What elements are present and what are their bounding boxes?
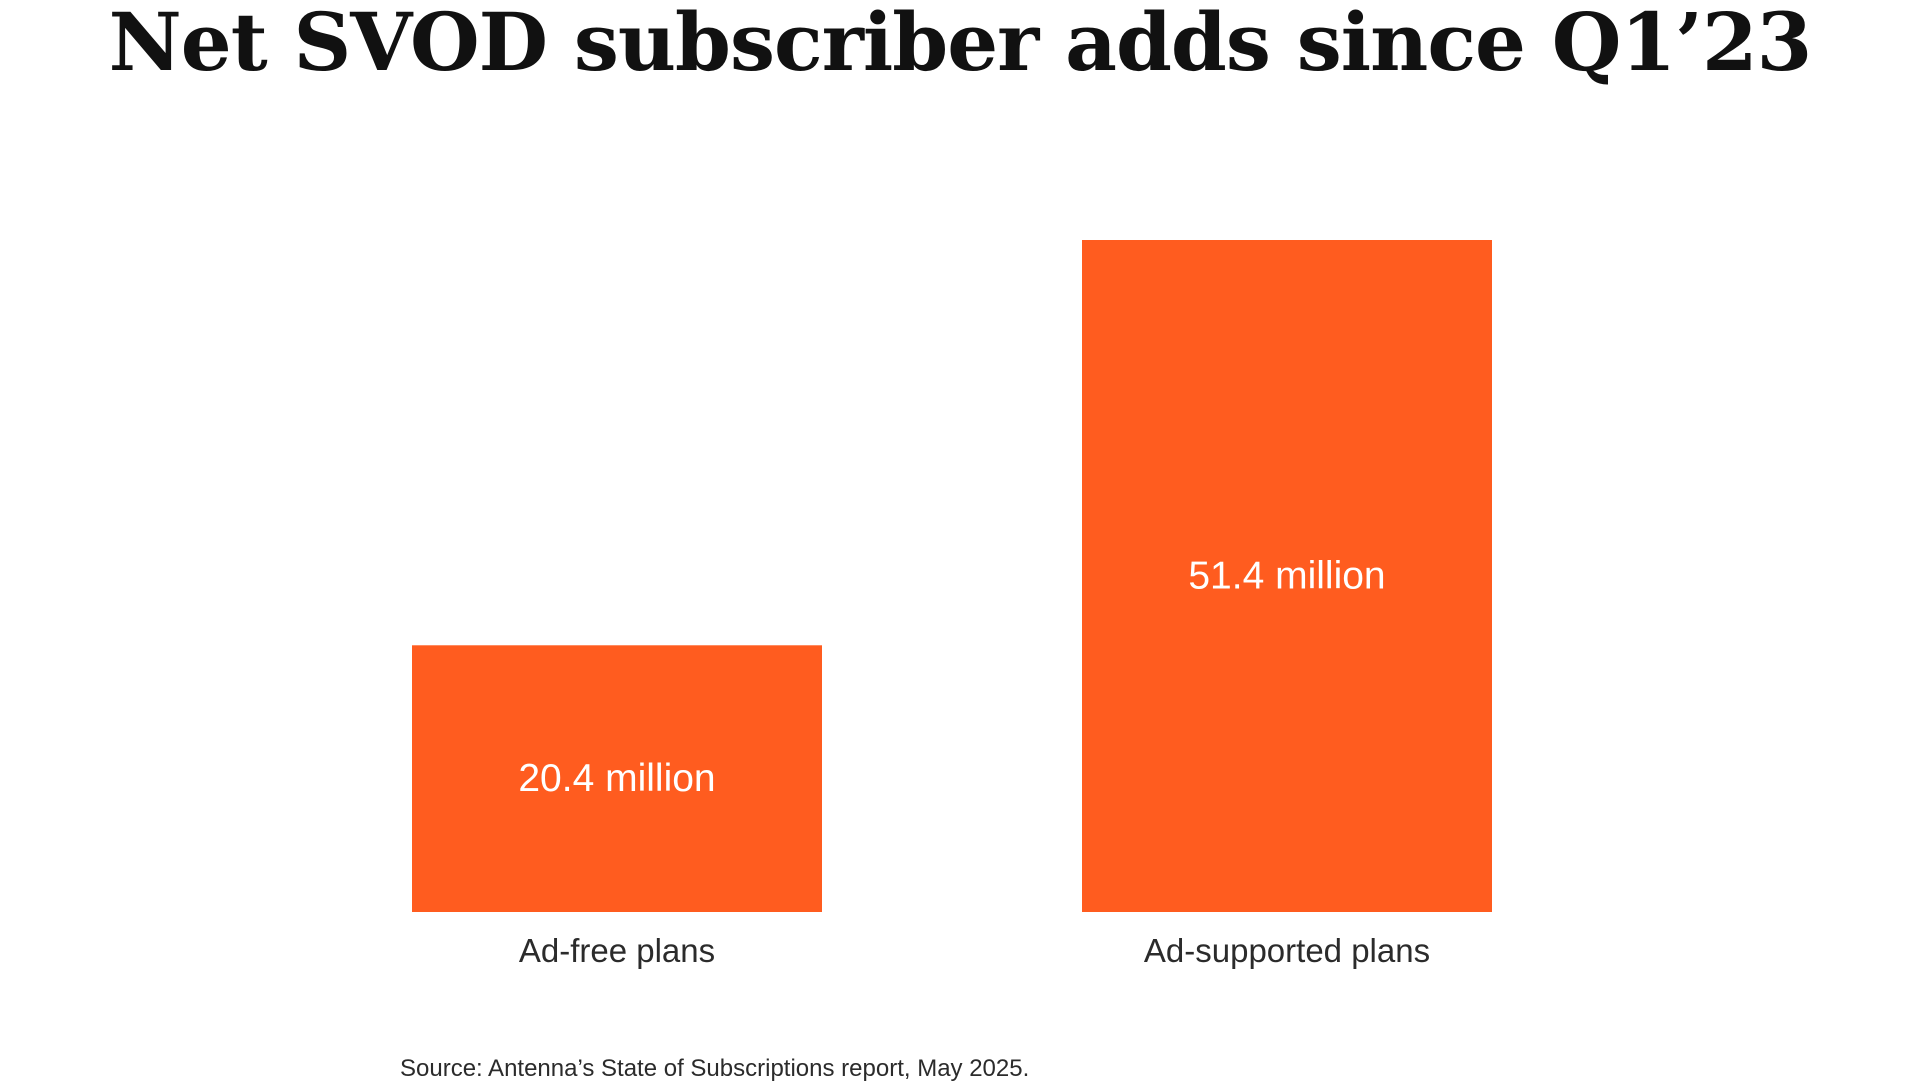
bar-0 <box>412 645 822 912</box>
bar-value-label-0: 20.4 million <box>518 757 715 800</box>
source-note: Source: Antenna’s State of Subscriptions… <box>400 1055 1030 1082</box>
bar-1 <box>1082 240 1492 912</box>
category-label-0: Ad-free plans <box>519 932 715 969</box>
category-label-1: Ad-supported plans <box>1144 932 1430 969</box>
chart-title: Net SVOD subscriber adds since Q1’23 <box>108 0 1813 89</box>
bar-value-label-1: 51.4 million <box>1188 555 1385 598</box>
